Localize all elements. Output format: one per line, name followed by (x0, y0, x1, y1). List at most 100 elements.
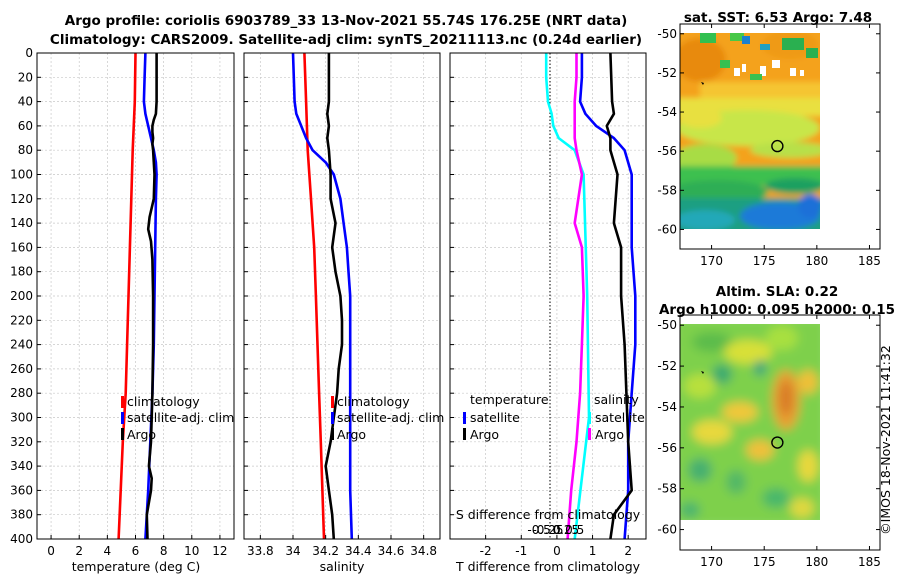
difference-series-s-satellite (544, 53, 591, 540)
legend-swatch-s-argo (588, 428, 591, 440)
temperature-x-tick-label: 4 (104, 544, 112, 558)
sla-lat-tick-label: -60 (657, 523, 677, 537)
sst-lat-tick-label: -54 (657, 105, 677, 119)
salinity-x-tick-label: 34.2 (312, 544, 339, 558)
legend-label-t-satellite: satellite (470, 410, 520, 425)
sla-map-title-line1: Altim. SLA: 0.22 (716, 284, 838, 300)
salinity-series-argo (324, 53, 344, 540)
legend-swatch-satellite-adj (121, 412, 124, 424)
sst-lat-tick-label: -56 (657, 144, 677, 158)
legend-label-climatology: climatology (127, 394, 200, 409)
temperature-panel: 0 2 4 6 8 10 120204060801001201401601802002202… (10, 46, 235, 574)
legend-label-t-argo: Argo (470, 427, 499, 442)
argo-float-marker (771, 436, 784, 449)
sst-map-panel: sat. SST: 6.53 Argo: 7.48 (657, 10, 881, 268)
figure-title-line2: Climatology: CARS2009. Satellite-adj cli… (50, 32, 642, 48)
legend-swatch-argo (121, 428, 124, 440)
sla-heatmap (680, 324, 820, 520)
temperature-series-argo (145, 53, 158, 540)
coastline-mark (701, 82, 704, 85)
temperature-legend: climatology satellite-adj. clim Argo (121, 394, 234, 442)
depth-tick-label: 360 (10, 483, 33, 497)
s-difference-tick-label: -0.25 (532, 523, 563, 537)
sla-lon-tick-label: 175 (753, 555, 776, 569)
difference-x-tick-label: 0 (553, 544, 561, 558)
figure-title-line1: Argo profile: coriolis 6903789_33 13-Nov… (65, 13, 628, 29)
depth-tick-label: 120 (10, 192, 33, 206)
depth-tick-label: 300 (10, 411, 33, 425)
legend-label-satellite-adj: satellite-adj. clim (337, 410, 444, 425)
depth-tick-label: 220 (10, 313, 33, 327)
imos-credit: ©IMOS 18-Nov-2021 11:41:32 (878, 345, 893, 535)
coastline-mark (701, 371, 704, 374)
depth-tick-label: 100 (10, 168, 33, 182)
sst-lat-tick-label: -58 (657, 183, 677, 197)
temperature-diff-legend: temperature satellite Argo (463, 392, 549, 442)
depth-tick-label: 280 (10, 386, 33, 400)
temperature-x-tick-label: 12 (212, 544, 227, 558)
legend-label-s-satellite: satellite (595, 410, 645, 425)
depth-tick-label: 320 (10, 435, 33, 449)
legend-label-satellite-adj: satellite-adj. clim (127, 410, 234, 425)
sst-lon-tick-label: 180 (805, 254, 828, 268)
legend-label-argo: Argo (337, 427, 366, 442)
depth-tick-label: 380 (10, 508, 33, 522)
depth-tick-label: 80 (18, 143, 33, 157)
salinity-x-label: salinity (320, 559, 365, 574)
depth-tick-label: 180 (10, 265, 33, 279)
difference-series-t-argo (605, 52, 634, 540)
depth-tick-label: 400 (10, 532, 33, 546)
sst-lat-tick-label: -52 (657, 66, 677, 80)
depth-tick-label: 240 (10, 338, 33, 352)
sst-map-title: sat. SST: 6.53 Argo: 7.48 (684, 10, 872, 26)
sla-map-title-line2: Argo h1000: 0.095 h2000: 0.15 (659, 302, 895, 318)
sla-lat-tick-label: -54 (657, 400, 677, 414)
legend-swatch-argo (331, 428, 334, 440)
sst-lon-tick-label: 175 (753, 254, 776, 268)
s-difference-tick-label: 0.5 (565, 523, 584, 537)
sla-lon-tick-label: 185 (858, 555, 881, 569)
temperature-x-tick-label: 0 (47, 544, 55, 558)
sst-lat-tick-label: -60 (657, 222, 677, 236)
salinity-x-tick-label: 34.6 (378, 544, 405, 558)
sla-lat-tick-label: -58 (657, 482, 677, 496)
sst-heatmap (680, 33, 820, 229)
depth-tick-label: 0 (25, 46, 33, 60)
depth-tick-label: 20 (18, 70, 33, 84)
sla-lat-tick-label: -52 (657, 359, 677, 373)
sst-lat-tick-label: -50 (657, 27, 677, 41)
s-difference-tick-label: -0.5 (527, 523, 550, 537)
legend-swatch-climatology (121, 396, 124, 408)
legend-swatch-t-argo (463, 428, 466, 440)
salinity-series-climatology (303, 52, 326, 540)
sla-lon-tick-label: 170 (700, 555, 723, 569)
salinity-x-tick-label: 33.8 (247, 544, 274, 558)
legend-label-argo: Argo (127, 427, 156, 442)
s-difference-tick-label: 0 (553, 523, 561, 537)
difference-x-tick-label: -1 (515, 544, 527, 558)
depth-tick-label: 160 (10, 240, 33, 254)
sst-map-frame (679, 23, 881, 250)
legend-swatch-satellite-adj (331, 412, 334, 424)
sla-map-panel: Altim. SLA: 0.22 Argo h1000: 0.095 h2000… (657, 284, 895, 569)
legend-label-climatology: climatology (337, 394, 410, 409)
legend-heading-temperature: temperature (470, 392, 549, 407)
sst-lon-tick-label: 185 (858, 254, 881, 268)
temperature-x-tick-label: 6 (132, 544, 140, 558)
depth-tick-label: 200 (10, 289, 33, 303)
legend-label-s-argo: Argo (595, 427, 624, 442)
depth-tick-label: 260 (10, 362, 33, 376)
difference-series-t-satellite (578, 53, 637, 540)
legend-swatch-climatology (331, 396, 334, 408)
depth-tick-label: 40 (18, 95, 33, 109)
temperature-x-tick-label: 8 (160, 544, 168, 558)
s-difference-label: S difference from climatology (456, 507, 641, 522)
temperature-x-tick-label: 2 (75, 544, 83, 558)
salinity-x-tick-label: 34.4 (345, 544, 372, 558)
temperature-x-label: temperature (deg C) (72, 559, 201, 574)
legend-swatch-s-satellite (588, 412, 591, 424)
sla-lat-tick-label: -50 (657, 318, 677, 332)
salinity-x-tick-label: 34.8 (410, 544, 437, 558)
